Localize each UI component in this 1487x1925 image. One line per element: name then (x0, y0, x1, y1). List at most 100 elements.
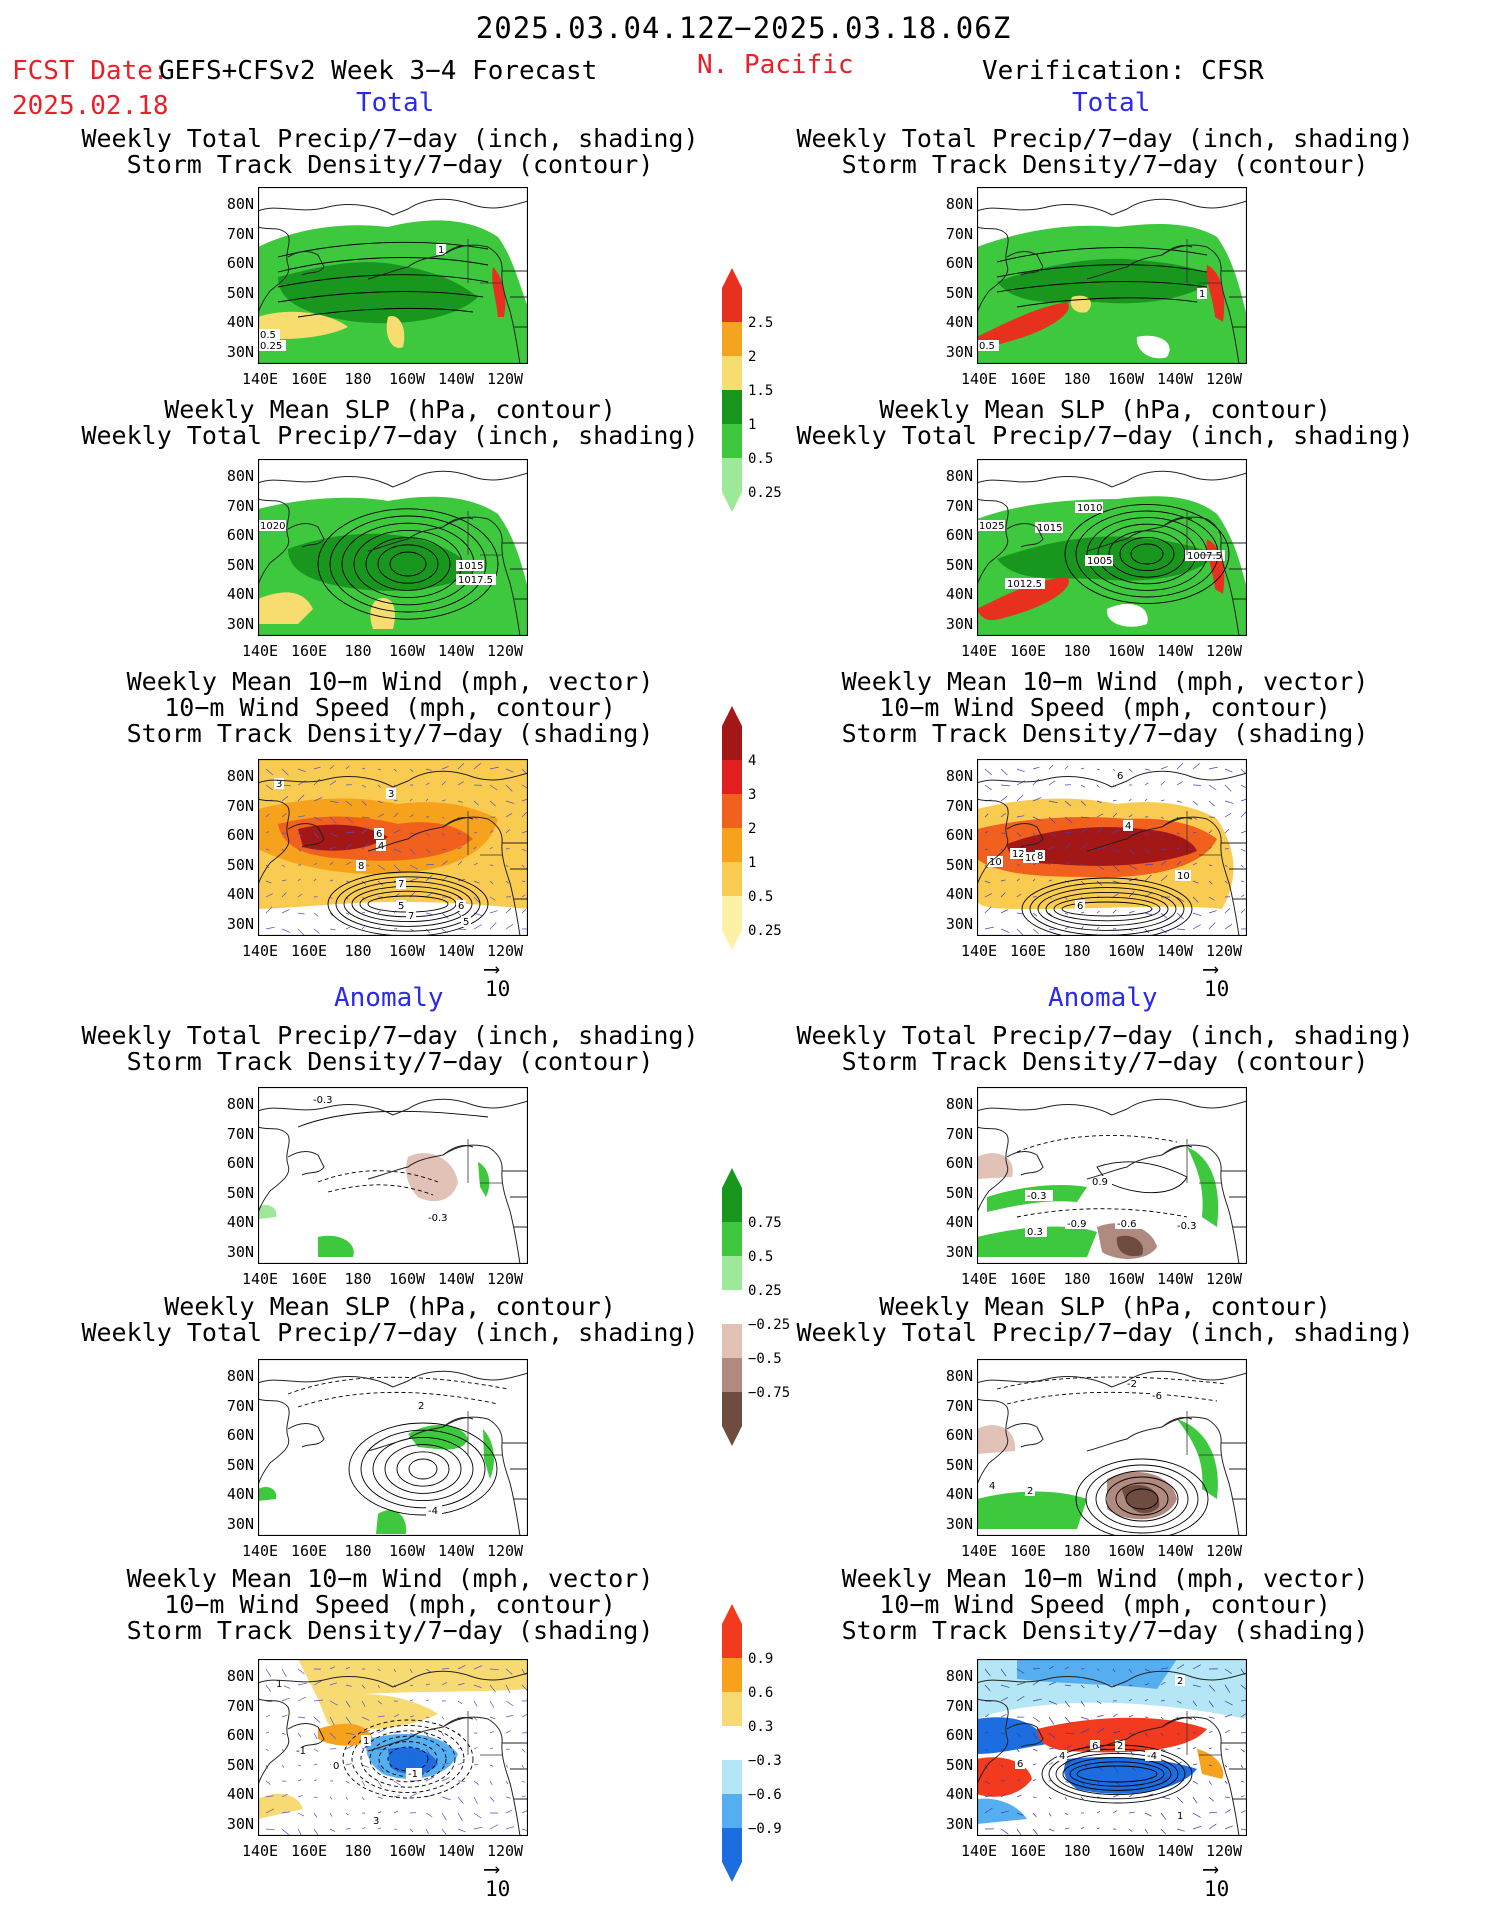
lon-tick-140w: 140W (1156, 370, 1194, 388)
fc-anom-slp-map: 2 -4 (258, 1359, 528, 1536)
lat-tick-50n: 50N (945, 1755, 973, 1774)
vr-total-vector-ref: ⟶ 10 (1204, 957, 1229, 1002)
cb-as-swatch-2 (722, 1692, 742, 1726)
vr-aw-contour-label-2: 2 (1117, 1741, 1123, 1752)
fc-as-contour-label-0: 2 (418, 1401, 424, 1412)
lon-tick-140w: 140W (437, 370, 475, 388)
lat-tick-80n: 80N (226, 1367, 254, 1385)
lat-tick-80n: 80N (226, 1095, 254, 1113)
lat-tick-30n: 30N (945, 1814, 973, 1833)
lon-tick-160w: 160W (1107, 370, 1145, 388)
m-fc-tp-coastline (258, 198, 528, 364)
lat-tick-30n: 30N (226, 1242, 254, 1261)
fc-as-shade-0 (258, 1487, 277, 1501)
vr-tw-ring-3 (1037, 887, 1177, 931)
fc-ap-contour-label-1: -0.3 (428, 1213, 448, 1224)
lat-tick-30n: 30N (945, 614, 973, 633)
lat-tick-60n: 60N (226, 1154, 254, 1172)
fc-aw-contour-label-2: 1 (363, 1736, 369, 1747)
vr-ts-ring-1 (1119, 536, 1175, 572)
fc-tp-shade-2 (258, 311, 348, 339)
vr-aw-shade-1 (1017, 1659, 1177, 1689)
fc-tp-contour-4 (297, 307, 474, 318)
m-vr-ts-svg: 1025 1015 1010 1005 1007.5 1012.5 (977, 459, 1247, 636)
lon-tick-180: 180 (1063, 942, 1091, 960)
lat-tick-80n: 80N (945, 1367, 973, 1385)
lon-tick-160e: 160E (290, 1270, 328, 1288)
fc-ts-ring-6 (317, 508, 499, 620)
fc-aw-ring-4 (351, 1724, 465, 1794)
vr-aw-shade-6 (977, 1798, 1027, 1824)
vr-aw-contour-label-0: 2 (1177, 1676, 1183, 1687)
vr-as-contour-label-1: -6 (1152, 1391, 1162, 1402)
date-range-title: 2025.03.04.12Z−2025.03.18.06Z (475, 11, 1012, 45)
cb-ts-label-2: 2 (748, 821, 756, 837)
m-vr-tp-coastline (977, 198, 1247, 364)
vr-aw-contour-label-5: 6 (1017, 1759, 1023, 1770)
cb-as-label-2: 0.3 (748, 1719, 773, 1735)
lon-tick-120w: 120W (1205, 1842, 1243, 1860)
lon-tick-160e: 160E (1009, 1542, 1047, 1560)
m-vr-aw-svg: 2 4 2 6 -4 6 1 (977, 1659, 1247, 1836)
fc-aw-contour-label-3: 0 (333, 1761, 339, 1772)
lon-tick-160w: 160W (388, 942, 426, 960)
fc-aw-contour-label-1: -1 (296, 1746, 306, 1757)
cb-ap-svg: 0.75 0.5 0.25 −0.25 −0.5 −0.75 (722, 1168, 790, 1446)
cb-ts-bottom-triangle (722, 930, 742, 950)
lon-tick-120w: 120W (1205, 370, 1243, 388)
m-fc-tp-frame (258, 187, 528, 364)
lat-tick-30n: 30N (226, 614, 254, 633)
fcst-model-label: GEFS+CFSv2 Week 3−4 Forecast (159, 56, 598, 86)
lon-tick-180: 180 (344, 642, 372, 660)
fc-as-ring-2 (384, 1444, 462, 1494)
vr-as-contour-1 (1006, 1391, 1218, 1405)
vr-as-contour-label-0: -2 (1127, 1379, 1137, 1390)
fc-ap-contour-label-0: -0.3 (313, 1095, 333, 1106)
cb-ap-swatch-6 (722, 1392, 742, 1426)
m-fc-aw-frame (258, 1659, 528, 1836)
m-fc-aw-svg: 1 -1 1 0 -1 3 (258, 1659, 528, 1836)
lat-tick-30n: 30N (945, 1242, 973, 1261)
lon-tick-160e: 160E (1009, 370, 1047, 388)
vr-ap-contour-label-3: -0.9 (1067, 1219, 1087, 1230)
vr-anom-precip-title: Weekly Total Precip/7−day (inch, shading… (796, 1021, 1414, 1076)
cb-ap-swatch-3 (722, 1290, 742, 1324)
fc-tw-contour-label-7: 6 (458, 901, 464, 912)
cb-ts-swatch-1 (722, 760, 742, 794)
vr-as-shade-4 (1177, 1419, 1218, 1499)
lat-tick-50n: 50N (226, 1455, 254, 1474)
lon-tick-140w: 140W (437, 942, 475, 960)
cb-tp-label-4: 0.5 (748, 451, 773, 467)
lat-tick-60n: 60N (226, 526, 254, 544)
lon-tick-180: 180 (344, 1842, 372, 1860)
cb-as-label-1: 0.6 (748, 1685, 773, 1701)
vr-tp-shade-4 (1206, 265, 1225, 322)
vr-ts-contour-label-3: 1005 (1087, 556, 1112, 567)
lon-tick-120w: 120W (486, 642, 524, 660)
vr-ap-contour-label-4: -0.6 (1117, 1219, 1137, 1230)
vr-as-ring-2 (1105, 1476, 1179, 1522)
m-vr-tp-svg: 10.5 (977, 187, 1247, 364)
cb-tp-swatch-5 (722, 458, 742, 492)
cb-ap-label-5: −0.75 (748, 1385, 790, 1401)
lat-tick-40n: 40N (226, 313, 254, 331)
lat-tick-50n: 50N (226, 855, 254, 874)
m-vr-aw-coastline (977, 1670, 1247, 1836)
cb-as-label-4: −0.6 (748, 1787, 782, 1803)
fc-tp-contour-1 (277, 257, 489, 273)
fc-aw-shade-0 (298, 1659, 528, 1699)
cb-ap-label-0: 0.75 (748, 1215, 782, 1231)
arrow-right-icon: ⟶ (1204, 957, 1218, 982)
lat-tick-40n: 40N (945, 313, 973, 331)
vr-ap-contour-label-0: 0.9 (1092, 1177, 1108, 1188)
cb-ts-swatch-4 (722, 862, 742, 896)
vr-ts-shade-4 (1106, 604, 1148, 627)
vr-anom-slp-map: -2 -6 2 4 (977, 1359, 1247, 1536)
lon-tick-160e: 160E (290, 370, 328, 388)
vr-tw-ring-2 (1045, 891, 1169, 927)
vr-aw-ring-1 (1069, 1761, 1165, 1787)
m-fc-tw-coastline (258, 770, 528, 936)
lat-tick-50n: 50N (945, 1183, 973, 1202)
vr-ts-contour-label-4: 1007.5 (1187, 551, 1222, 562)
vr-anom-wind-title: Weekly Mean 10−m Wind (mph, vector) 10−m… (841, 1564, 1369, 1645)
